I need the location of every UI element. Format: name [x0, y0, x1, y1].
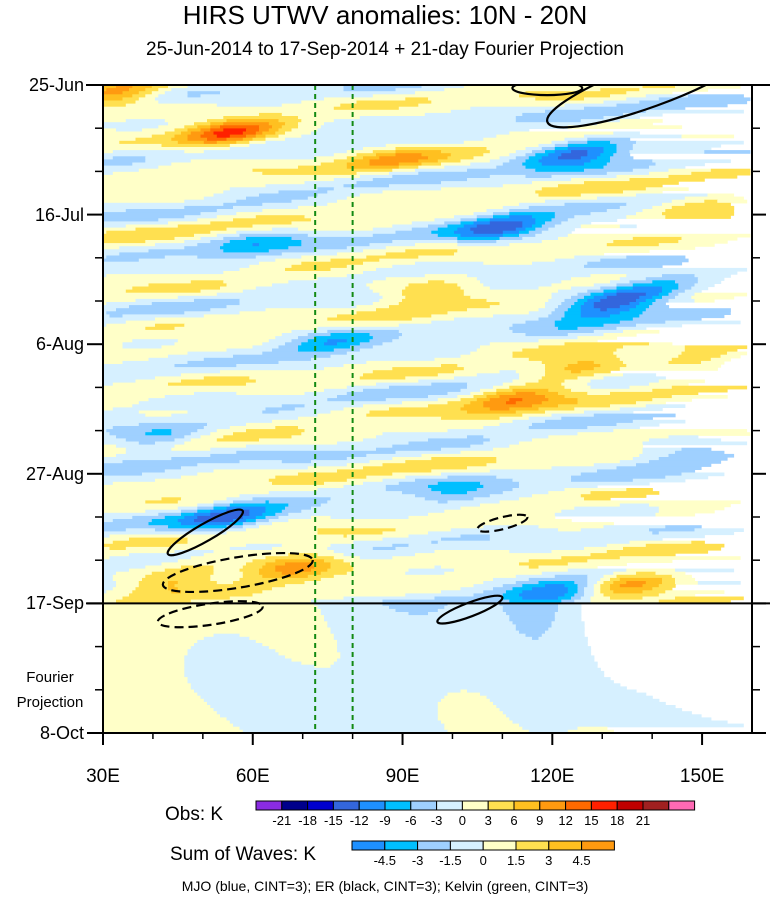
er-contour [476, 513, 529, 533]
x-tick-label: 90E [385, 766, 420, 787]
waves-colorbar-label: 0 [479, 853, 487, 868]
er-contour [546, 85, 752, 129]
obs-colorbar-label: -18 [298, 813, 317, 828]
obs-colorbar-swatch [668, 800, 696, 811]
obs-colorbar-label: -9 [379, 813, 391, 828]
waves-colorbar-label: 1.5 [506, 853, 526, 868]
er-contour [161, 551, 314, 594]
chart-subtitle: 25-Jun-2014 to 17-Sep-2014 + 21-day Four… [146, 39, 624, 60]
obs-colorbar-label: 9 [536, 813, 544, 828]
waves-colorbar-swatch [384, 840, 419, 851]
kelvin-lines [314, 85, 354, 733]
anomaly-field [103, 85, 751, 733]
obs-colorbar-swatch [281, 800, 309, 811]
wave-contours [156, 85, 752, 629]
obs-colorbar-label: -21 [272, 813, 292, 828]
waves-colorbar-swatch [581, 840, 615, 851]
obs-colorbar-label: 0 [458, 813, 466, 828]
er-contour [511, 85, 584, 97]
projection-label-line1: Fourier [26, 669, 74, 686]
x-tick-label: 30E [86, 766, 120, 787]
obs-colorbar-swatch [384, 800, 412, 811]
obs-colorbar-label: 6 [510, 813, 518, 828]
obs-colorbar-swatch [307, 800, 334, 811]
y-tick-label: 25-Jun [28, 75, 84, 95]
waves-colorbar-title: Sum of Waves: K [170, 844, 317, 865]
y-tick-label: 17-Sep [25, 593, 84, 614]
obs-colorbar-swatch [487, 800, 515, 811]
waves-colorbar-swatch [482, 840, 517, 851]
plot-axes [86, 84, 770, 745]
waves-colorbar-swatch [449, 840, 484, 851]
obs-colorbar-swatch [332, 800, 360, 811]
obs-colorbar-swatch [539, 800, 567, 811]
y-tick-label: 16-Jul [34, 204, 84, 225]
obs-colorbar-label: 18 [609, 813, 625, 828]
waves-colorbar-label: -1.5 [439, 853, 462, 868]
x-tick-label: 120E [530, 766, 575, 787]
obs-colorbar-swatch [590, 800, 618, 811]
obs-colorbar-label: 12 [558, 813, 573, 828]
obs-colorbar-swatch [410, 800, 438, 811]
y-tick-label: 27-Aug [25, 463, 84, 484]
waves-colorbar-swatch [515, 840, 550, 851]
obs-colorbar-label: 3 [484, 813, 492, 828]
obs-colorbar-title: Obs: K [165, 804, 224, 825]
obs-colorbar-swatch [255, 800, 283, 811]
y-tick-label: 6-Aug [35, 334, 84, 355]
waves-colorbar-swatch [351, 840, 386, 851]
waves-colorbar-label: 3 [545, 853, 553, 868]
obs-colorbar-label: 21 [635, 813, 651, 828]
waves-colorbar-label: -3 [411, 853, 424, 868]
waves-colorbar-label: -4.5 [373, 853, 396, 868]
footnote: MJO (blue, CINT=3); ER (black, CINT=3); … [181, 878, 589, 894]
obs-colorbar-swatch [461, 800, 489, 811]
obs-colorbar-swatch [616, 800, 644, 811]
waves-colorbar-label: 4.5 [572, 853, 591, 868]
er-contour [166, 508, 245, 557]
waves-colorbar-swatch [417, 840, 451, 851]
obs-colorbar-swatch [436, 800, 463, 811]
chart-title: HIRS UTWV anomalies: 10N - 20N [182, 0, 588, 30]
obs-colorbar-swatch [565, 800, 592, 811]
obs-colorbar-label: -12 [349, 813, 369, 828]
obs-colorbar-label: -15 [323, 813, 343, 828]
x-tick-label: 150E [679, 766, 725, 787]
y-tick-label: 8-Oct [39, 723, 84, 743]
obs-colorbar-swatch [642, 800, 670, 811]
waves-colorbar-swatch [548, 840, 583, 851]
er-contour [156, 600, 264, 629]
obs-colorbar-swatch [513, 800, 541, 811]
x-tick-label: 60E [235, 766, 270, 787]
obs-colorbar-label: 15 [584, 813, 599, 828]
obs-colorbar-label: -6 [405, 813, 417, 828]
obs-colorbar-swatch [358, 800, 386, 811]
projection-label-line2: Projection [16, 694, 84, 711]
obs-colorbar-label: -3 [430, 813, 443, 828]
